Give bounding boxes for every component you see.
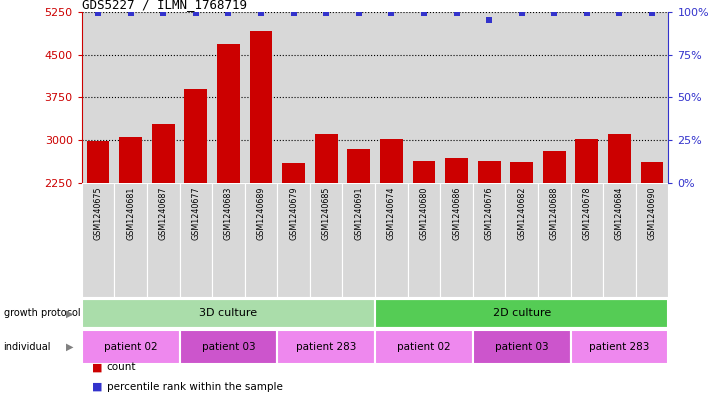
Text: GSM1240686: GSM1240686 [452, 186, 461, 240]
Text: GSM1240675: GSM1240675 [94, 186, 102, 240]
Text: GSM1240676: GSM1240676 [485, 186, 493, 240]
Bar [82, 183, 114, 297]
Text: patient 283: patient 283 [589, 342, 650, 352]
Bar [570, 330, 668, 364]
Bar [217, 44, 240, 311]
Text: 3D culture: 3D culture [199, 309, 257, 318]
Bar [179, 330, 277, 364]
Bar [114, 183, 147, 297]
Text: GSM1240683: GSM1240683 [224, 186, 233, 240]
Bar [119, 137, 142, 311]
Bar [407, 183, 440, 297]
Bar [343, 183, 375, 297]
Text: GSM1240678: GSM1240678 [582, 186, 592, 240]
Text: ■: ■ [92, 382, 103, 392]
Bar [82, 12, 114, 183]
Bar [538, 183, 570, 297]
Text: count: count [107, 362, 136, 373]
Bar [510, 162, 533, 311]
Text: 2D culture: 2D culture [493, 309, 551, 318]
Bar [641, 162, 663, 311]
Text: GSM1240682: GSM1240682 [517, 186, 526, 240]
Text: GSM1240680: GSM1240680 [419, 186, 429, 240]
Text: GSM1240681: GSM1240681 [126, 186, 135, 240]
Text: GSM1240677: GSM1240677 [191, 186, 201, 240]
Bar [179, 12, 212, 183]
Bar [473, 12, 506, 183]
Text: GSM1240679: GSM1240679 [289, 186, 298, 240]
Bar [82, 299, 375, 328]
Bar [212, 12, 245, 183]
Text: patient 03: patient 03 [202, 342, 255, 352]
Text: patient 02: patient 02 [104, 342, 157, 352]
Bar [179, 183, 212, 297]
Text: GSM1240688: GSM1240688 [550, 186, 559, 240]
Bar [570, 183, 603, 297]
Text: GSM1240684: GSM1240684 [615, 186, 624, 240]
Text: patient 03: patient 03 [495, 342, 548, 352]
Bar [282, 163, 305, 311]
Bar [412, 160, 435, 311]
Bar [375, 12, 407, 183]
Text: GSM1240690: GSM1240690 [648, 186, 656, 240]
Text: ▶: ▶ [66, 342, 73, 352]
Bar [375, 330, 473, 364]
Bar [250, 31, 272, 311]
Bar [575, 140, 598, 311]
Text: GSM1240687: GSM1240687 [159, 186, 168, 240]
Text: ■: ■ [92, 362, 103, 373]
Bar [348, 149, 370, 311]
Bar [473, 330, 570, 364]
Text: percentile rank within the sample: percentile rank within the sample [107, 382, 282, 392]
Bar [147, 183, 179, 297]
Bar [440, 183, 473, 297]
Text: GSM1240685: GSM1240685 [321, 186, 331, 240]
Bar [277, 12, 310, 183]
Text: patient 283: patient 283 [296, 342, 356, 352]
Bar [603, 12, 636, 183]
Text: GSM1240691: GSM1240691 [354, 186, 363, 240]
Bar [147, 12, 179, 183]
Bar [445, 158, 468, 311]
Bar [315, 134, 338, 311]
Bar [603, 183, 636, 297]
Text: GSM1240674: GSM1240674 [387, 186, 396, 240]
Bar [440, 12, 473, 183]
Bar [152, 124, 175, 311]
Text: individual: individual [4, 342, 51, 352]
Bar [636, 12, 668, 183]
Bar [310, 183, 343, 297]
Bar [245, 183, 277, 297]
Bar [608, 134, 631, 311]
Bar [277, 183, 310, 297]
Bar [277, 330, 375, 364]
Bar [636, 183, 668, 297]
Bar [473, 183, 506, 297]
Bar [82, 330, 179, 364]
Bar [212, 183, 245, 297]
Bar [506, 183, 538, 297]
Text: GDS5227 / ILMN_1768719: GDS5227 / ILMN_1768719 [82, 0, 247, 11]
Bar [543, 151, 566, 311]
Bar [506, 12, 538, 183]
Bar [538, 12, 570, 183]
Bar [407, 12, 440, 183]
Text: GSM1240689: GSM1240689 [257, 186, 265, 240]
Bar [343, 12, 375, 183]
Text: growth protocol: growth protocol [4, 309, 80, 318]
Bar [87, 141, 109, 311]
Bar [310, 12, 343, 183]
Text: patient 02: patient 02 [397, 342, 451, 352]
Bar [570, 12, 603, 183]
Bar [375, 183, 407, 297]
Bar [245, 12, 277, 183]
Text: ▶: ▶ [66, 309, 73, 318]
Bar [375, 299, 668, 328]
Bar [380, 140, 402, 311]
Bar [478, 160, 501, 311]
Bar [184, 89, 207, 311]
Bar [114, 12, 147, 183]
